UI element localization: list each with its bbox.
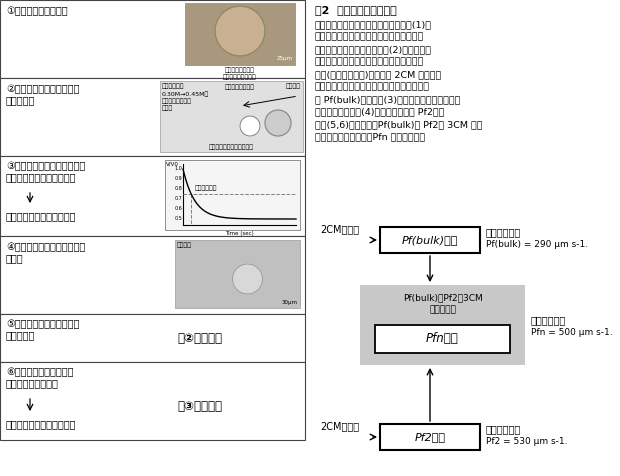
Text: に放出: に放出 xyxy=(162,105,173,110)
Text: 0.7: 0.7 xyxy=(174,197,182,201)
Text: ラストの体積が半分に収縮するのに要する: ラストの体積が半分に収縮するのに要する xyxy=(315,58,424,67)
Text: ＜③を参照＞: ＜③を参照＞ xyxy=(177,399,223,413)
Bar xyxy=(165,160,300,230)
Text: 中に放出: 中に放出 xyxy=(6,330,35,340)
Bar xyxy=(175,240,300,308)
Text: ①プロトプラスト単離: ①プロトプラスト単離 xyxy=(6,6,68,16)
Text: ら液胞を単離して(4)、同様の手順で Pf2を求: ら液胞を単離して(4)、同様の手順で Pf2を求 xyxy=(315,108,445,117)
Text: 25μm: 25μm xyxy=(277,56,293,61)
Text: ⑤高強なソルビトール溶液: ⑤高強なソルビトール溶液 xyxy=(6,319,79,329)
Circle shape xyxy=(215,6,265,56)
Text: 1.0: 1.0 xyxy=(174,167,182,171)
Text: に当てはめ: に当てはめ xyxy=(429,305,456,314)
Text: 0.9: 0.9 xyxy=(174,177,182,181)
Text: Pf2 = 530 μm s-1.: Pf2 = 530 μm s-1. xyxy=(486,437,567,446)
Text: 2CMに代入: 2CMに代入 xyxy=(320,421,359,431)
Text: 植物組織からプロトプラストを単離し(1)、: 植物組織からプロトプラストを単離し(1)、 xyxy=(315,20,432,29)
Text: プラスティックディッシュ: プラスティックディッシュ xyxy=(209,144,254,150)
Text: ④プロトプラストからの液胞: ④プロトプラストからの液胞 xyxy=(6,242,86,252)
Text: マイクロマニピュレーターを用いて高張な: マイクロマニピュレーターを用いて高張な xyxy=(315,32,424,41)
Circle shape xyxy=(232,264,262,294)
Text: ③プロトプラストの直径を経: ③プロトプラストの直径を経 xyxy=(6,161,86,171)
Text: Pf(bulk)決定: Pf(bulk)決定 xyxy=(402,235,458,245)
Text: ソルビトール溶液: ソルビトール溶液 xyxy=(162,98,192,104)
Text: 時間(ハーフタイム)を求めて 2CM に代入す: 時間(ハーフタイム)を求めて 2CM に代入す xyxy=(315,70,441,79)
Text: ることにより、プロトプラスト全体の水透過: ることにより、プロトプラスト全体の水透過 xyxy=(315,82,430,91)
Bar xyxy=(380,227,480,253)
Text: ⑥液胞の直径を経時的に: ⑥液胞の直径を経時的に xyxy=(6,367,74,377)
Text: 0.5: 0.5 xyxy=(174,217,182,221)
Text: 0.8: 0.8 xyxy=(174,187,182,191)
Text: ＜②を参照＞: ＜②を参照＞ xyxy=(177,331,223,345)
Bar xyxy=(160,81,303,152)
Bar xyxy=(380,424,480,450)
Text: 0.6: 0.6 xyxy=(174,207,182,211)
Text: Pfn決定: Pfn決定 xyxy=(426,333,459,346)
Text: 単離: 単離 xyxy=(6,253,24,263)
Bar xyxy=(0,236,305,314)
Text: Pfn = 500 μm s-1.: Pfn = 500 μm s-1. xyxy=(531,328,613,337)
Text: 収縮のハーフタイム決定: 収縮のハーフタイム決定 xyxy=(6,419,76,429)
Bar xyxy=(360,285,525,365)
Bar xyxy=(0,156,305,236)
Text: 0.30M→0.45Mの: 0.30M→0.45Mの xyxy=(162,91,210,97)
Bar xyxy=(0,78,305,156)
Text: てはめることにより、Pfn を推定する。: てはめることにより、Pfn を推定する。 xyxy=(315,132,425,141)
Text: ハーフタイム: ハーフタイム xyxy=(195,186,218,191)
Text: 30μm: 30μm xyxy=(282,300,298,305)
Bar xyxy=(0,314,305,362)
Text: 2CMに代入: 2CMに代入 xyxy=(320,224,359,234)
Text: 計測し体積に換算: 計測し体積に換算 xyxy=(6,378,59,388)
Text: ガラス管: ガラス管 xyxy=(286,83,301,89)
Text: Pf(bulk)とPf2を3CM: Pf(bulk)とPf2を3CM xyxy=(402,293,482,302)
Text: ダイコンの例: ダイコンの例 xyxy=(531,315,566,325)
Text: V/V0: V/V0 xyxy=(166,162,179,167)
Circle shape xyxy=(265,110,291,136)
Bar xyxy=(0,0,305,78)
Text: ダイコンの幼根の: ダイコンの幼根の xyxy=(225,67,255,73)
Text: 時的に計測し体積に換算: 時的に計測し体積に換算 xyxy=(6,172,76,182)
Text: 単離液胞: 単離液胞 xyxy=(177,242,192,248)
Text: ダイコンの例: ダイコンの例 xyxy=(486,424,521,434)
Text: ソルビトール溶液に放出する(2)。プロトプ: ソルビトール溶液に放出する(2)。プロトプ xyxy=(315,45,432,54)
Text: 率 Pf(bulk)を求める(3)。次にプロトプラストか: 率 Pf(bulk)を求める(3)。次にプロトプラストか xyxy=(315,95,461,104)
Bar xyxy=(0,362,305,440)
Text: める(5,6)。最後に、Pf(bulk)と Pf2を 3CM に当: める(5,6)。最後に、Pf(bulk)と Pf2を 3CM に当 xyxy=(315,120,482,129)
Text: ダイコンの例: ダイコンの例 xyxy=(486,227,521,237)
Text: Pf(bulk) = 290 μm s-1.: Pf(bulk) = 290 μm s-1. xyxy=(486,240,588,249)
Text: 中に放出: 中に放出 xyxy=(6,95,35,105)
Bar xyxy=(185,3,295,65)
Text: Pf2決定: Pf2決定 xyxy=(415,432,446,442)
Bar xyxy=(375,325,510,353)
Text: 収縮のハーフタイム決定: 収縮のハーフタイム決定 xyxy=(6,211,76,221)
Text: プロトプラストの例: プロトプラストの例 xyxy=(223,74,257,79)
Text: Time (sec): Time (sec) xyxy=(225,231,254,236)
Text: ダイコンの例: ダイコンの例 xyxy=(162,83,185,89)
Text: ②高強なソルビトール溶液: ②高強なソルビトール溶液 xyxy=(6,84,79,94)
Text: パラフィンオイル: パラフィンオイル xyxy=(225,84,255,89)
Text: 図2  水透過率測定の手順: 図2 水透過率測定の手順 xyxy=(315,5,397,15)
Circle shape xyxy=(240,116,260,136)
